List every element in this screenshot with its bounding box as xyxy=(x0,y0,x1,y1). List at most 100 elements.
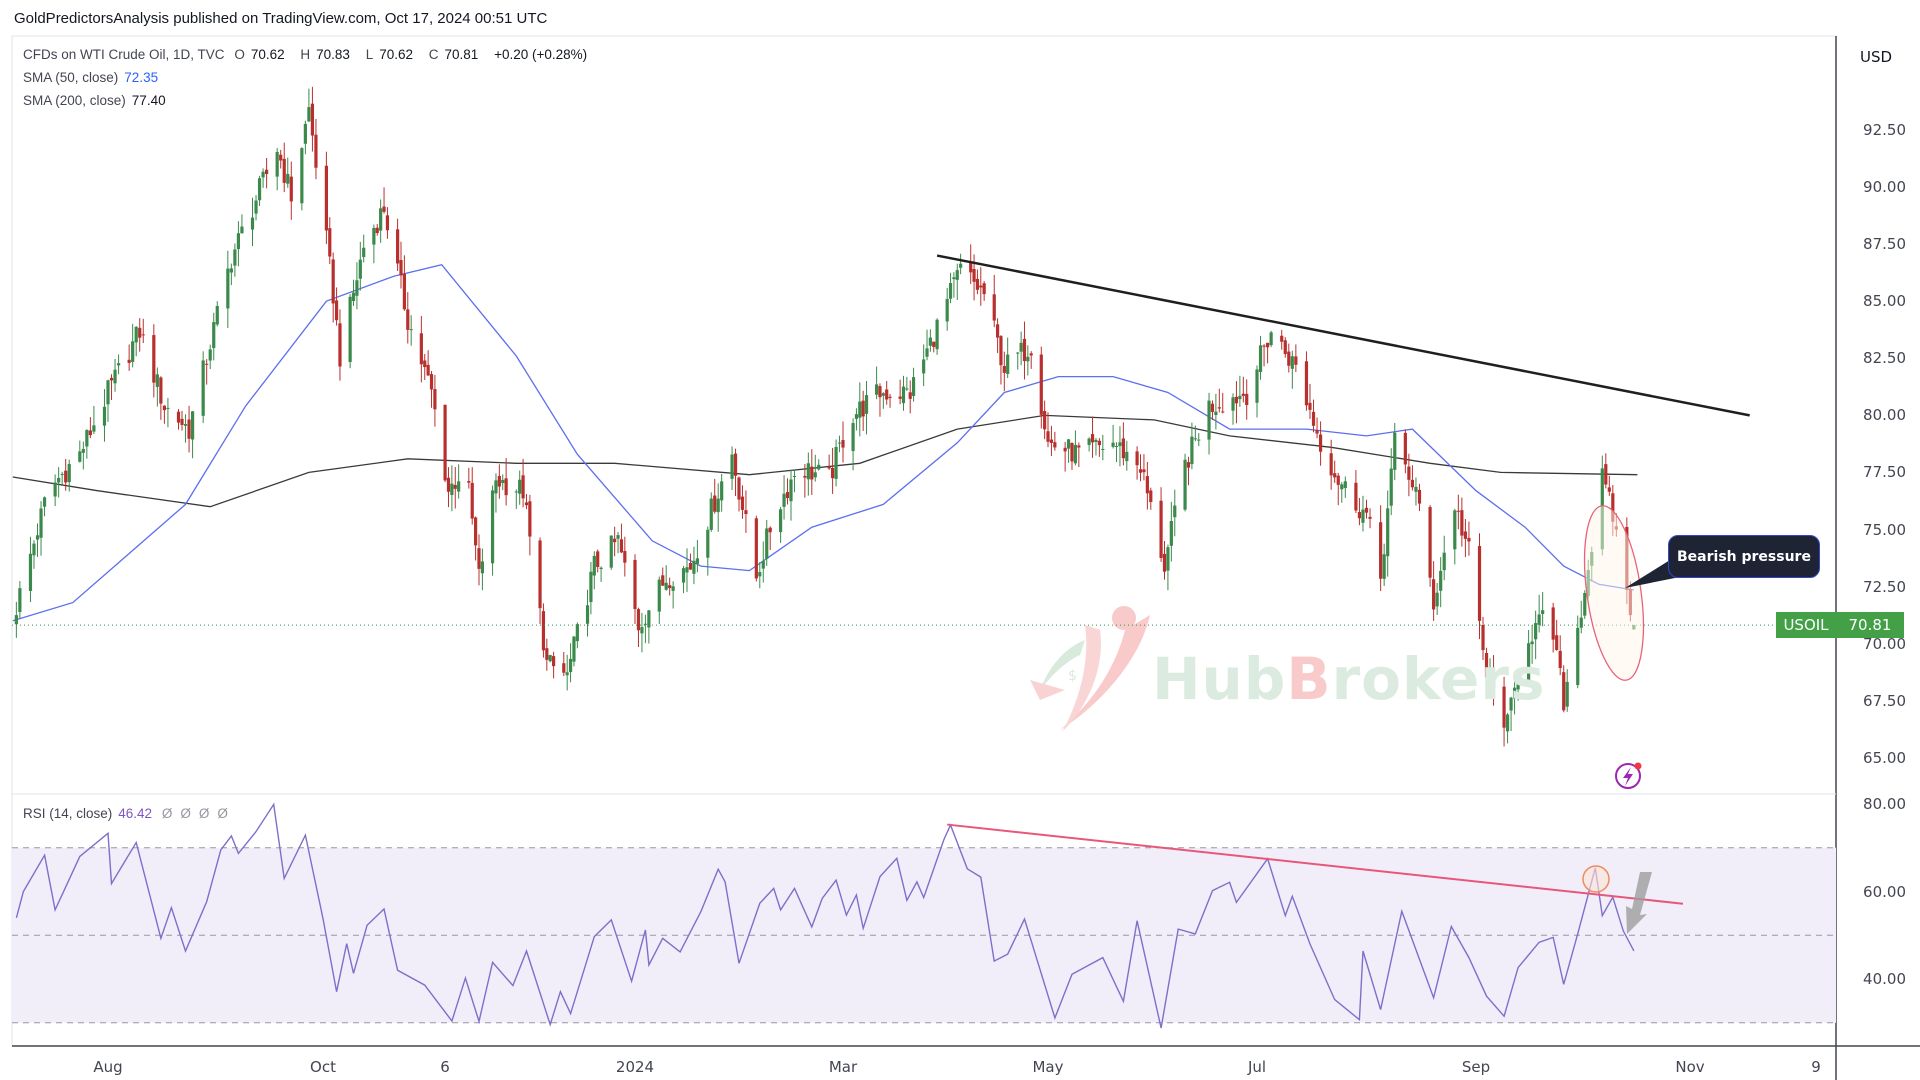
candle xyxy=(358,241,362,291)
candle xyxy=(236,221,241,267)
time-tick-label: May xyxy=(1032,1058,1064,1076)
candle-body xyxy=(1269,332,1273,346)
currency-label[interactable]: USD xyxy=(1860,48,1893,66)
candle xyxy=(372,224,376,264)
candle-body xyxy=(1090,434,1095,443)
candle-body xyxy=(289,176,293,202)
candle-body xyxy=(1022,338,1027,362)
candle-body xyxy=(109,377,114,381)
candle xyxy=(875,366,879,400)
candle xyxy=(355,262,359,310)
candle-body xyxy=(180,418,184,425)
candle-body xyxy=(102,406,107,426)
candle-body xyxy=(514,491,518,493)
candle xyxy=(1121,422,1125,466)
candle xyxy=(885,380,889,405)
sma50-legend[interactable]: SMA (50, close) 72.35 xyxy=(23,70,164,85)
candle-body xyxy=(619,539,624,553)
candle xyxy=(300,147,304,211)
candle xyxy=(81,441,85,470)
candle-body xyxy=(935,319,939,350)
candle xyxy=(1562,665,1566,713)
candle xyxy=(733,448,738,497)
candle-body xyxy=(457,481,461,492)
candle-body xyxy=(813,472,817,478)
candle xyxy=(803,464,807,498)
candle xyxy=(1287,343,1291,373)
candle xyxy=(1456,494,1460,530)
candle-body xyxy=(538,540,542,609)
candle xyxy=(647,610,651,644)
candle-body xyxy=(636,609,641,631)
candle-body xyxy=(901,386,906,404)
candle-body xyxy=(106,380,110,405)
candle xyxy=(575,622,579,649)
candle xyxy=(116,354,121,375)
candle xyxy=(1094,437,1098,456)
candle-body xyxy=(585,605,590,624)
candle xyxy=(32,540,36,569)
candle-body xyxy=(307,107,311,122)
candle xyxy=(362,234,366,263)
candle-body xyxy=(236,233,241,250)
candle xyxy=(1537,594,1541,633)
candle-body xyxy=(1287,351,1291,366)
candle xyxy=(233,243,237,277)
candle xyxy=(720,473,724,512)
candle-body xyxy=(1379,522,1383,579)
candle xyxy=(375,223,379,236)
candle xyxy=(282,142,286,193)
candle-body xyxy=(647,610,651,628)
candle xyxy=(1169,501,1173,562)
candle-body xyxy=(1460,510,1464,536)
candle-body xyxy=(385,215,390,231)
candle-body xyxy=(1214,411,1218,416)
candle-body xyxy=(875,384,879,395)
candle xyxy=(932,341,936,353)
candle-body xyxy=(713,495,717,512)
candle xyxy=(1311,399,1316,433)
candle xyxy=(1077,442,1081,468)
candle xyxy=(1530,624,1534,664)
candle-body xyxy=(806,463,810,480)
candle-body xyxy=(599,567,603,570)
candle-body xyxy=(1026,356,1030,362)
candle-body xyxy=(664,582,668,590)
candle xyxy=(768,526,772,551)
candle xyxy=(338,309,342,381)
candle-body xyxy=(661,575,665,586)
candle xyxy=(1142,454,1146,481)
candle xyxy=(1207,392,1211,455)
candle-body xyxy=(1562,672,1566,711)
candle-body xyxy=(1551,607,1555,640)
candle xyxy=(664,565,668,591)
candle-body xyxy=(351,292,356,302)
candle-body xyxy=(1315,429,1319,434)
candle-body xyxy=(858,401,862,418)
candle-body xyxy=(379,208,383,231)
candle xyxy=(457,464,461,499)
rsi-peak-circle-marker xyxy=(1582,865,1610,893)
candle xyxy=(1477,533,1482,640)
candle-body xyxy=(1073,444,1078,464)
candle xyxy=(265,158,269,189)
candle xyxy=(28,536,33,603)
candle-body xyxy=(803,475,807,478)
time-tick-label: 6 xyxy=(440,1058,450,1076)
bearish-pressure-callout[interactable]: Bearish pressure xyxy=(1668,535,1820,578)
candle-body xyxy=(695,558,699,564)
candle-body xyxy=(64,470,68,483)
candle xyxy=(908,380,912,414)
candle-body xyxy=(1442,552,1446,571)
candle-body xyxy=(399,259,403,276)
candle xyxy=(623,536,627,577)
candle xyxy=(972,254,976,301)
high-value: 70.83 xyxy=(316,47,350,62)
candle xyxy=(467,467,471,489)
candle-body xyxy=(1343,481,1347,489)
sma200-legend[interactable]: SMA (200, close) 77.40 xyxy=(23,93,172,108)
candle xyxy=(969,244,973,284)
